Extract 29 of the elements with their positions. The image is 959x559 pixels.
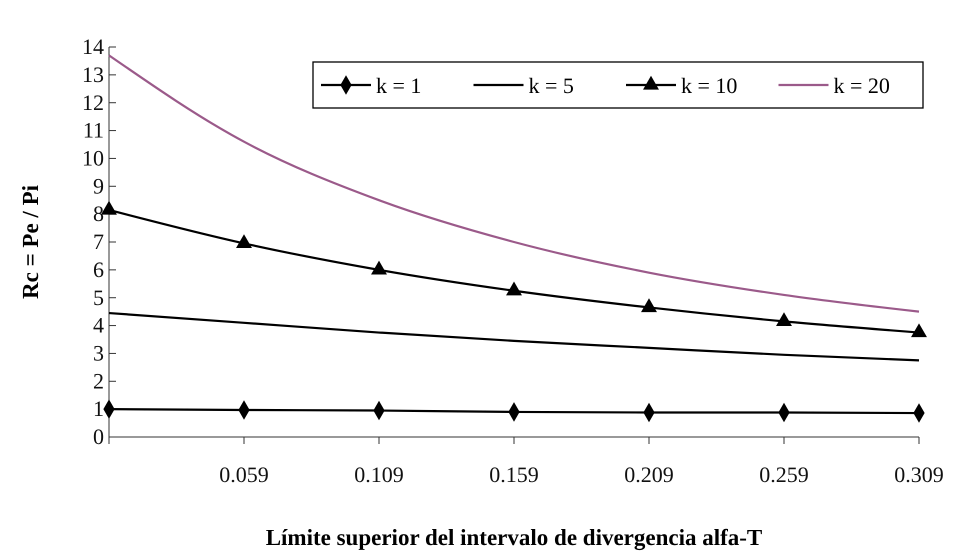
legend-label: k = 20 [834, 73, 890, 98]
y-tick-label: 13 [82, 62, 104, 87]
x-tick-label: 0.309 [894, 462, 944, 488]
x-tick-label: 0.109 [354, 462, 404, 488]
x-tick-label: 0.209 [624, 462, 674, 488]
y-tick-label: 6 [93, 256, 104, 282]
y-tick-label: 0 [93, 424, 104, 450]
y-tick-label: 1 [93, 396, 104, 422]
x-tick-label: 0.259 [759, 462, 809, 488]
legend-label: k = 10 [681, 73, 738, 98]
x-tick-label: 0.059 [219, 462, 269, 488]
y-tick-label: 4 [93, 312, 104, 338]
legend-label: k = 1 [376, 73, 422, 98]
y-tick-label: 7 [93, 229, 104, 254]
y-tick-label: 9 [93, 173, 104, 198]
line-series [108, 54, 920, 313]
y-tick-label: 11 [82, 118, 104, 143]
x-axis-title: Límite superior del intervalo de divergencia alfa-T [266, 525, 762, 551]
y-tick-label: 5 [93, 284, 104, 310]
legend-label: k = 5 [528, 73, 574, 98]
y-tick-label: 8 [93, 201, 104, 226]
line-series [108, 312, 920, 362]
y-tick-label: 2 [93, 368, 104, 394]
y-tick-label: 12 [82, 90, 104, 115]
y-tick-label: 10 [82, 145, 104, 170]
x-tick-label: 0.159 [489, 462, 539, 488]
y-tick-label: 3 [93, 340, 104, 366]
y-axis-title: Rc = Pe / Pi [18, 184, 43, 300]
y-tick-label: 14 [82, 34, 104, 60]
